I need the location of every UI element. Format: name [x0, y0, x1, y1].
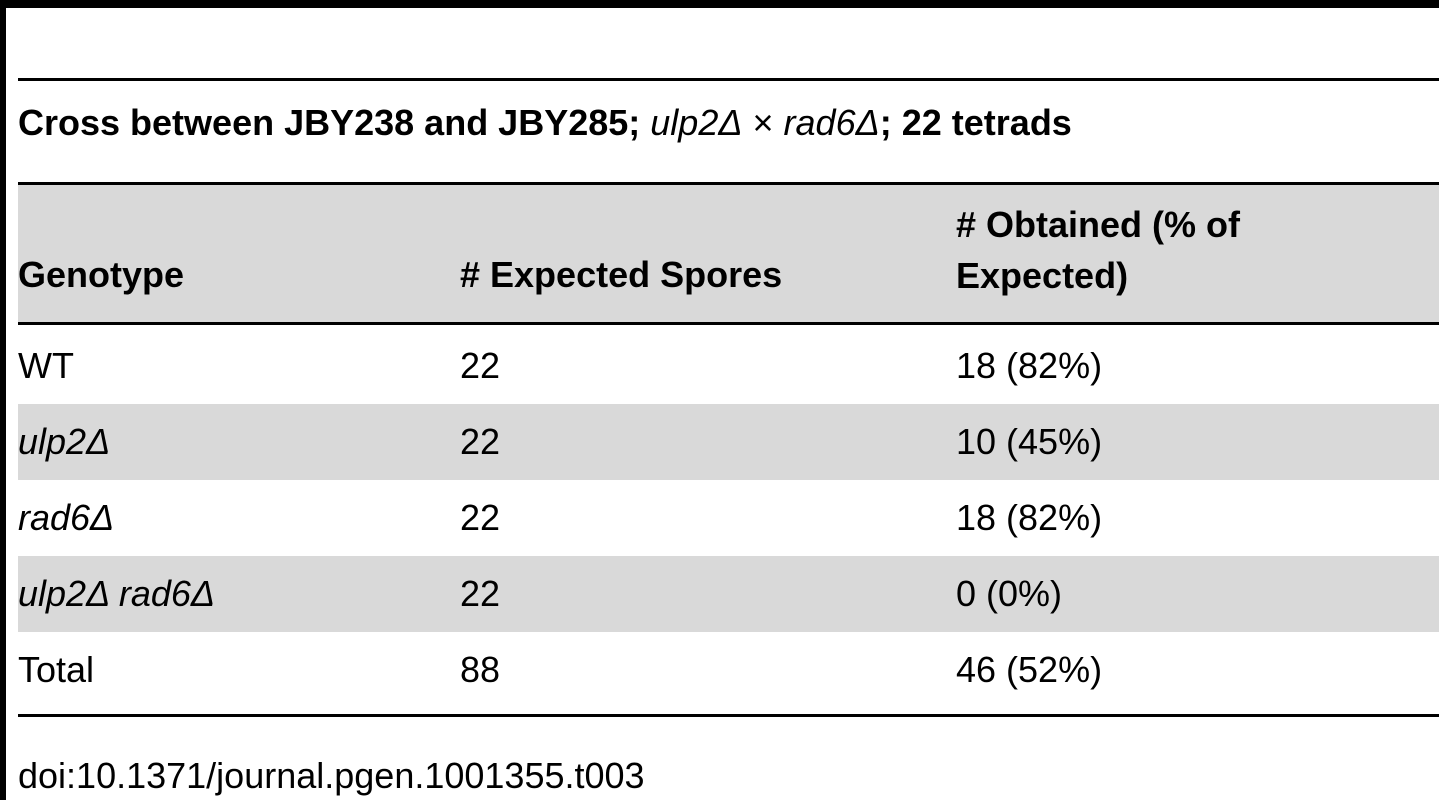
- caption-suffix: ; 22 tetrads: [879, 102, 1072, 143]
- header-obtained: # Obtained (% of Expected): [956, 199, 1240, 301]
- table-bottom-rule: [18, 714, 1439, 717]
- cell-obtained: 46 (52%): [956, 649, 1103, 690]
- table-caption: Cross between JBY238 and JBY285; ulp2Δ ×…: [18, 105, 1072, 141]
- cell-expected: 88: [460, 649, 501, 690]
- cell-genotype: ulp2Δ: [18, 421, 111, 462]
- caption-times: ×: [742, 102, 784, 143]
- table-row: ulp2Δ 22 10 (45%): [18, 404, 1439, 480]
- table-header: Genotype # Expected Spores # Obtained (%…: [18, 185, 1439, 325]
- header-obtained-line1: # Obtained (% of: [956, 204, 1241, 245]
- cell-genotype: WT: [18, 345, 74, 386]
- cell-obtained: 0 (0%): [956, 573, 1063, 614]
- caption-strain-a: ulp2Δ: [650, 102, 743, 143]
- cell-obtained: 18 (82%): [956, 345, 1103, 386]
- header-obtained-line2: Expected): [956, 255, 1129, 296]
- table-row: ulp2Δ rad6Δ 22 0 (0%): [18, 556, 1439, 632]
- cell-obtained: 10 (45%): [956, 421, 1103, 462]
- caption-strain-b: rad6Δ: [783, 102, 880, 143]
- header-genotype: Genotype: [18, 254, 185, 295]
- header-expected: # Expected Spores: [460, 254, 783, 295]
- cell-genotype: ulp2Δ rad6Δ: [18, 573, 216, 614]
- caption-top-rule: [18, 78, 1439, 81]
- header-top-rule: [18, 182, 1439, 185]
- caption-prefix: Cross between JBY238 and JBY285;: [18, 102, 651, 143]
- cell-expected: 22: [460, 573, 501, 614]
- cell-expected: 22: [460, 345, 501, 386]
- cell-expected: 22: [460, 497, 501, 538]
- cell-genotype: Total: [18, 649, 95, 690]
- left-border: [0, 0, 6, 800]
- cell-expected: 22: [460, 421, 501, 462]
- table-row: WT 22 18 (82%): [18, 328, 1439, 404]
- cell-obtained: 18 (82%): [956, 497, 1103, 538]
- table-row: rad6Δ 22 18 (82%): [18, 480, 1439, 556]
- doi-label: doi:10.1371/journal.pgen.1001355.t003: [18, 755, 645, 796]
- top-border: [0, 0, 1439, 8]
- table-row: Total 88 46 (52%): [18, 632, 1439, 708]
- cell-genotype: rad6Δ: [18, 497, 115, 538]
